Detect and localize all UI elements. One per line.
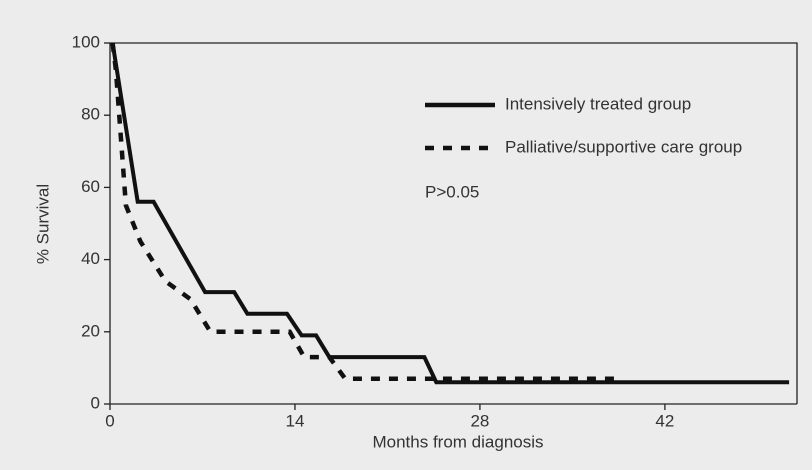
annotation: P>0.05	[425, 182, 479, 201]
x-tick-label: 42	[655, 411, 674, 430]
x-tick-label: 14	[286, 411, 305, 430]
y-tick-label: 0	[91, 393, 100, 412]
x-tick-label: 28	[470, 411, 489, 430]
y-axis-label: % Survival	[33, 184, 52, 264]
y-tick-label: 80	[81, 105, 100, 124]
y-tick-label: 100	[72, 32, 100, 51]
y-tick-label: 60	[81, 177, 100, 196]
x-axis-label: Months from diagnosis	[372, 432, 543, 451]
legend-label: Palliative/supportive care group	[505, 137, 742, 156]
legend-label: Intensively treated group	[505, 94, 691, 113]
survival-line	[110, 42, 790, 385]
plot-frame	[109, 42, 798, 404]
x-tick-label: 0	[105, 411, 114, 430]
survival-line	[110, 42, 615, 381]
y-tick-label: 40	[81, 249, 100, 268]
y-tick-label: 20	[81, 321, 100, 340]
